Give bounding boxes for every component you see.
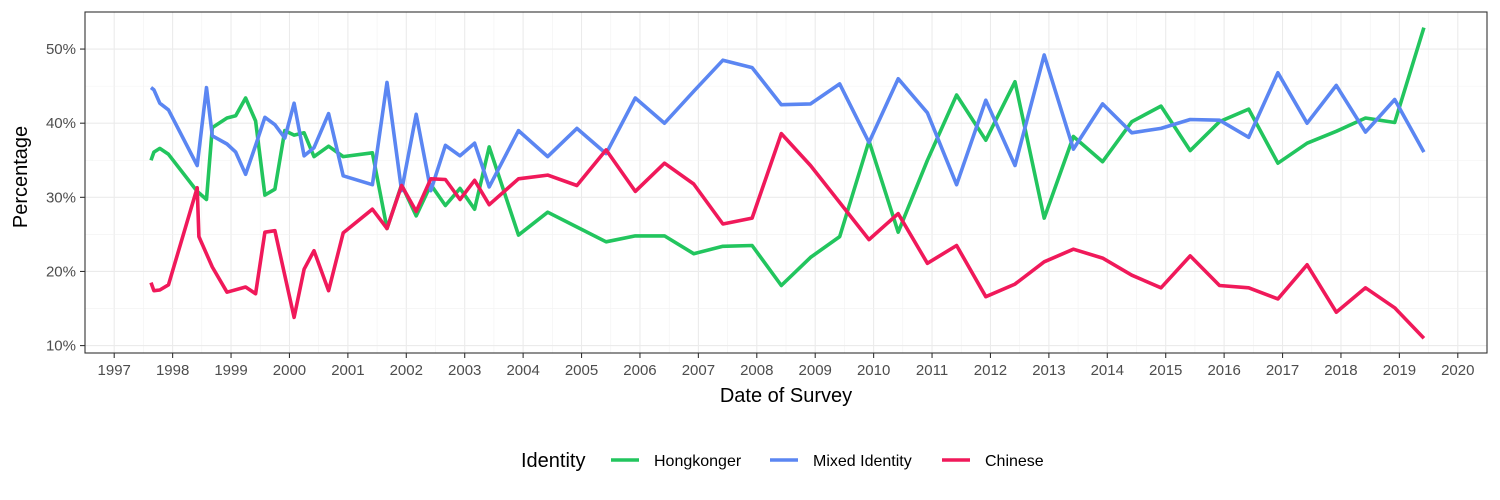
x-tick-label: 1998 <box>156 362 189 379</box>
x-tick-label: 2003 <box>448 362 481 379</box>
legend-item-hongkonger: Hongkonger <box>611 453 742 470</box>
legend: Identity Hongkonger Mixed Identity Chinese <box>521 450 1044 472</box>
x-tick-label: 2013 <box>1032 362 1065 379</box>
x-tick-label: 2017 <box>1266 362 1299 379</box>
x-tick-label: 2019 <box>1383 362 1416 379</box>
legend-item-mixed-identity: Mixed Identity <box>770 453 912 470</box>
legend-label: Chinese <box>985 453 1044 470</box>
y-tick-label: 10% <box>46 338 76 355</box>
x-tick-label: 2009 <box>799 362 832 379</box>
x-tick-label: 2005 <box>565 362 598 379</box>
x-axis-title: Date of Survey <box>720 385 852 407</box>
legend-title: Identity <box>521 450 585 472</box>
x-tick-label: 2012 <box>974 362 1007 379</box>
x-tick-label: 2002 <box>390 362 423 379</box>
y-tick-label: 40% <box>46 115 76 132</box>
panel-border <box>84 11 1488 354</box>
x-tick-label: 2018 <box>1324 362 1357 379</box>
legend-label: Hongkonger <box>654 453 742 470</box>
x-tick-label: 2006 <box>623 362 656 379</box>
legend-items: Hongkonger Mixed Identity Chinese <box>611 453 1044 470</box>
y-tick-label: 50% <box>46 41 76 58</box>
y-axis-title: Percentage <box>10 126 32 228</box>
x-tick-label: 2007 <box>682 362 715 379</box>
y-tick-label: 20% <box>46 263 76 280</box>
x-tick-label: 2014 <box>1091 362 1124 379</box>
x-tick-label: 2020 <box>1441 362 1474 379</box>
x-tick-label: 2000 <box>273 362 306 379</box>
series-line-chinese <box>149 131 1426 340</box>
x-tick-label: 2008 <box>740 362 773 379</box>
x-tick-label: 1999 <box>214 362 247 379</box>
y-tick-label: 30% <box>46 189 76 206</box>
legend-label: Mixed Identity <box>813 453 912 470</box>
x-tick-label: 1997 <box>98 362 131 379</box>
series-line-mixed-identity <box>149 53 1426 193</box>
series-line-hongkonger <box>149 27 1426 288</box>
series-layer <box>149 27 1426 340</box>
x-tick-label: 2015 <box>1149 362 1182 379</box>
x-tick-label: 2016 <box>1207 362 1240 379</box>
x-tick-label: 2001 <box>331 362 364 379</box>
axes: 1997 1998 1999 2000 2001 2002 2003 2004 2005 2006… <box>46 41 1475 379</box>
x-tick-label: 2011 <box>916 362 948 379</box>
x-tick-label: 2010 <box>857 362 890 379</box>
legend-item-chinese: Chinese <box>942 453 1044 470</box>
x-tick-label: 2004 <box>506 362 539 379</box>
